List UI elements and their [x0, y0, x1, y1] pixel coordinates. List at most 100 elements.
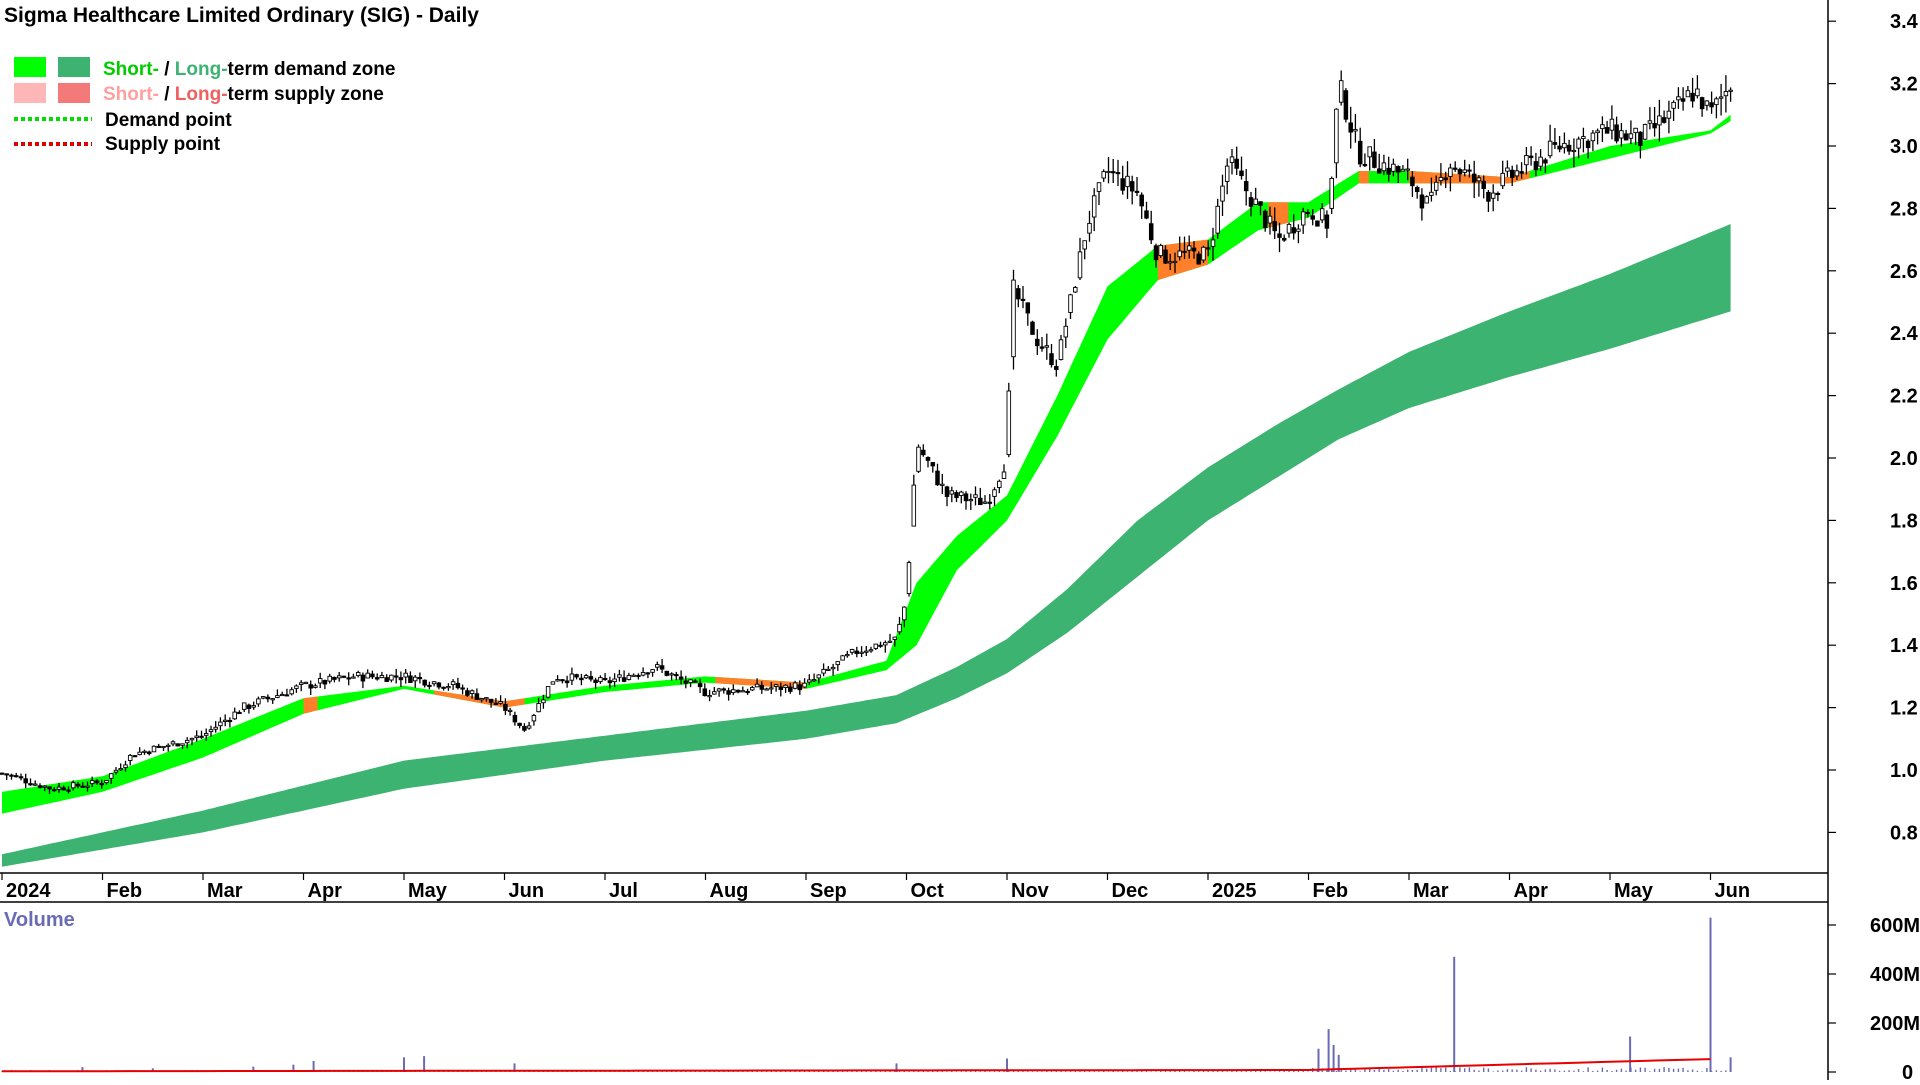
- candle-body: [265, 696, 271, 700]
- candle-body: [1538, 156, 1543, 167]
- candle-body: [1590, 132, 1596, 142]
- candle-body: [1628, 133, 1634, 139]
- candle-body: [308, 684, 313, 689]
- candle-body: [683, 680, 689, 684]
- candle-body: [170, 741, 176, 745]
- candle-body: [446, 686, 451, 689]
- candle-body: [374, 677, 380, 680]
- candle-body: [1343, 90, 1349, 120]
- y-tick-label: 0.8: [1890, 822, 1918, 844]
- candle-body: [892, 636, 898, 640]
- candle-body: [906, 562, 912, 594]
- candle-body: [1414, 187, 1420, 193]
- legend-demand-zone: Short- / Long-term demand zone: [103, 59, 395, 80]
- candle-body: [1229, 156, 1235, 163]
- y-tick-label: 2.8: [1890, 198, 1918, 220]
- x-tick-label: 2024: [6, 880, 51, 902]
- candle-body: [816, 674, 822, 679]
- candle-body: [1281, 237, 1287, 241]
- candle-body: [1728, 89, 1733, 92]
- candle-body: [66, 789, 71, 792]
- candle-body: [1334, 108, 1339, 164]
- candle-body: [336, 675, 342, 679]
- candle-body: [640, 672, 646, 676]
- candle-body: [1367, 146, 1372, 158]
- candle-body: [42, 785, 47, 788]
- candle-body: [1524, 155, 1529, 166]
- candle-body: [678, 676, 684, 680]
- candle-body: [441, 686, 446, 689]
- candle-body: [222, 719, 228, 722]
- candle-body: [1490, 192, 1496, 199]
- candle-body: [493, 702, 499, 705]
- candle-body: [1120, 178, 1125, 191]
- candle-body: [341, 675, 347, 678]
- candle-body: [1448, 167, 1453, 177]
- candle-body: [474, 693, 480, 700]
- x-tick-label: May: [1614, 880, 1654, 902]
- candle-body: [849, 649, 855, 653]
- candle-body: [4, 773, 9, 776]
- candle-body: [1020, 298, 1026, 301]
- candle-body: [659, 665, 665, 670]
- candle-body: [887, 640, 893, 643]
- candle-body: [1614, 124, 1619, 142]
- candle-body: [484, 697, 489, 700]
- candle-body: [322, 680, 328, 685]
- candle-body: [479, 698, 484, 701]
- candle-body: [199, 735, 204, 738]
- candle-body: [1557, 145, 1562, 150]
- candle-body: [1652, 123, 1657, 129]
- candle-body: [279, 693, 285, 697]
- candle-body: [959, 491, 964, 496]
- candle-body: [99, 782, 104, 786]
- candle-body: [897, 623, 902, 633]
- candle-body: [1077, 251, 1083, 279]
- x-tick-label: Aug: [710, 880, 749, 902]
- volume-average-line: [1, 1058, 1711, 1073]
- candle-body: [431, 681, 437, 685]
- candle-body: [284, 694, 290, 697]
- candle-body: [1016, 288, 1021, 300]
- candle-body: [351, 676, 356, 679]
- x-tick-label: Dec: [1112, 880, 1149, 902]
- candle-body: [574, 674, 579, 678]
- candle-body: [697, 683, 703, 688]
- candle-body: [1191, 247, 1197, 252]
- candle-body: [1362, 164, 1368, 167]
- candle-body: [1035, 338, 1040, 347]
- candle-body: [13, 775, 19, 778]
- candle-body: [935, 470, 940, 486]
- candle-body: [1680, 98, 1686, 102]
- candle-body: [237, 711, 242, 715]
- candle-body: [1528, 155, 1534, 159]
- candle-body: [189, 737, 195, 741]
- candle-body: [569, 673, 575, 681]
- candle-body: [1690, 92, 1695, 102]
- candle-body: [1661, 117, 1667, 123]
- candle-body: [1106, 170, 1111, 174]
- candle-body: [1604, 127, 1610, 134]
- candle-body: [1239, 170, 1244, 177]
- candle-body: [1505, 167, 1510, 172]
- y-tick-label: 2.2: [1890, 386, 1918, 408]
- candle-body: [208, 729, 214, 733]
- candle-body: [507, 709, 513, 712]
- candle-body: [1006, 390, 1012, 456]
- candle-body: [1666, 110, 1672, 119]
- candle-body: [1182, 250, 1187, 253]
- candle-body: [1581, 136, 1586, 140]
- candle-body: [498, 701, 503, 704]
- candle-body: [1566, 144, 1572, 152]
- candle-body: [745, 690, 750, 694]
- candle-body: [522, 726, 527, 731]
- candle-body: [465, 690, 470, 696]
- candle-body: [260, 696, 266, 699]
- candle-body: [1110, 171, 1116, 174]
- candle-body: [802, 682, 807, 688]
- candle-body: [883, 642, 888, 646]
- candle-body: [1125, 175, 1130, 188]
- candle-body: [1286, 223, 1292, 234]
- candle-body: [821, 668, 826, 674]
- x-tick-label: Mar: [207, 880, 243, 902]
